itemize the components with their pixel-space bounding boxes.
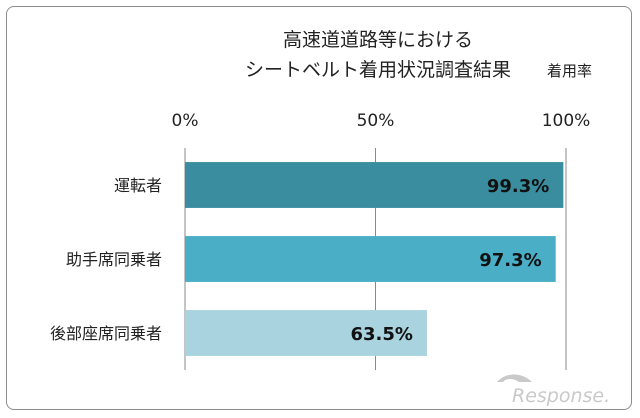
chart-subtitle: 着用率 [547, 62, 592, 80]
watermark-text: Response. [512, 385, 610, 407]
data-label: 97.3% [479, 250, 541, 271]
chart-title-line-1: 高速道道路等における [283, 29, 473, 51]
category-label: 後部座席同乗者 [50, 324, 162, 343]
data-label: 63.5% [350, 324, 412, 345]
x-tick-label: 50% [357, 111, 395, 131]
x-tick-label: 100% [542, 111, 591, 131]
x-tick-label: 0% [172, 111, 199, 131]
category-label: 助手席同乗者 [66, 250, 162, 269]
bar [185, 162, 564, 208]
plot-area: 0% 50% 100% 運転者 99.3% 助手席同乗者 97.3% 後部座席同乗者 63.5% [50, 111, 590, 370]
chart-title-line-2: シートベルト着用状況調査結果 [245, 59, 511, 81]
watermark-logo: Response. [497, 374, 610, 407]
category-label: 運転者 [114, 176, 162, 195]
watermark-swoosh [497, 374, 532, 382]
data-label: 99.3% [487, 176, 549, 197]
bar [185, 310, 427, 356]
bar [185, 236, 556, 282]
